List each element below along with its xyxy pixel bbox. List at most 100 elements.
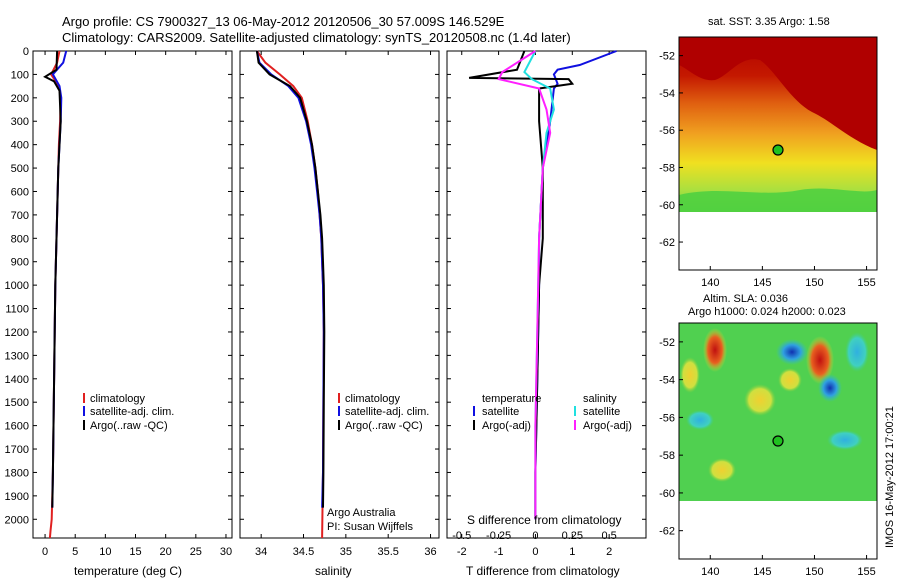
series-line-satellite-adj-clim- <box>255 50 325 508</box>
figure-title-line2: Climatology: CARS2009. Satellite-adjuste… <box>62 30 571 45</box>
x-tick-label: 34.5 <box>293 546 314 558</box>
map-y-tick-label: -62 <box>659 237 675 249</box>
x-tick-label: 35 <box>340 546 352 558</box>
x-tick-label: 0 <box>42 546 48 558</box>
x-tick-label: 10 <box>99 546 111 558</box>
legend-label-climatology: climatology <box>90 393 146 405</box>
top-x-tick-label: -0.25 <box>486 530 511 542</box>
top-x-tick-label: -0.5 <box>452 530 471 542</box>
depth-tick-label: 400 <box>11 140 29 152</box>
depth-tick-label: 1200 <box>5 327 29 339</box>
difference-plot: -2 -1 0 1 2 -0.5 -0.25 0 0.25 0.5 <box>452 50 617 558</box>
depth-tick-label: 1400 <box>5 374 29 386</box>
legend-label-argo: Argo(..raw -QC) <box>90 420 168 432</box>
map-x-tick-label: 150 <box>805 277 823 289</box>
depth-tick-label: 500 <box>11 163 29 175</box>
depth-tick-label: 1500 <box>5 397 29 409</box>
legend-label-argo: Argo(..raw -QC) <box>345 420 423 432</box>
legend-label-sal-argo: Argo(-adj) <box>583 420 632 432</box>
sla-cold-eddy <box>776 339 808 365</box>
x-tick-label: -1 <box>494 546 504 558</box>
depth-tick-label: 100 <box>11 69 29 81</box>
sst-cold-fringe <box>679 188 877 212</box>
depth-tick-label: 2000 <box>5 514 29 526</box>
legend-label-sal-satellite: satellite <box>583 406 620 418</box>
legend-label-temp-satellite: satellite <box>482 406 519 418</box>
series-line-temperature-argo-adj- <box>468 50 575 520</box>
legend-label-satellite: satellite-adj. clim. <box>90 406 174 418</box>
sla-map-title-line1: Altim. SLA: 0.036 <box>703 293 788 305</box>
salinity-panel-frame <box>239 50 440 539</box>
x-tick-label: 36 <box>424 546 436 558</box>
sla-map <box>678 322 878 560</box>
x-tick-label: 15 <box>129 546 141 558</box>
annotation-argo-australia: Argo Australia <box>327 507 396 519</box>
map-x-tick-label: 150 <box>805 566 823 578</box>
depth-axis: 0 100 200 300 400 500 600 700 800 900 1000 1100 1200… <box>5 46 646 526</box>
sst-map-axes: 140 145 150 155 -52 -54 -56 -58 -60 -62 <box>659 51 876 289</box>
x-tick-label: 1 <box>569 546 575 558</box>
x-tick-label: 0 <box>532 546 538 558</box>
depth-tick-label: 1000 <box>5 280 29 292</box>
sla-cold-eddy <box>827 430 863 450</box>
legend-label-climatology: climatology <box>345 393 401 405</box>
top-x-tick-label: 0.5 <box>601 530 616 542</box>
series-line-salinity-argo-adj- <box>497 50 552 520</box>
legend-label-satellite: satellite-adj. clim. <box>345 406 429 418</box>
sst-map-title: sat. SST: 3.35 Argo: 1.58 <box>708 16 830 28</box>
x-tick-label: 5 <box>72 546 78 558</box>
top-x-tick-label: 0.25 <box>562 530 583 542</box>
argo-position-marker <box>772 144 784 156</box>
depth-tick-label: 900 <box>11 257 29 269</box>
map-x-tick-label: 140 <box>701 566 719 578</box>
depth-tick-label: 800 <box>11 233 29 245</box>
series-line-argo-raw-qc- <box>255 50 326 508</box>
x-tick-label: -2 <box>457 546 467 558</box>
depth-tick-label: 1800 <box>5 467 29 479</box>
sla-warm-eddy <box>744 384 776 416</box>
annotation-pi-name: PI: Susan Wijffels <box>327 521 413 533</box>
difference-panel-frame <box>446 50 647 539</box>
depth-tick-label: 1300 <box>5 350 29 362</box>
figure-title-line1: Argo profile: CS 7900327_13 06-May-2012 … <box>62 14 505 29</box>
map-x-tick-label: 145 <box>753 566 771 578</box>
sst-map-frame <box>678 36 878 271</box>
x-tick-label: 25 <box>190 546 202 558</box>
x-tick-label: 34 <box>255 546 267 558</box>
depth-tick-label: 0 <box>23 46 29 58</box>
map-y-tick-label: -60 <box>659 200 675 212</box>
sla-warm-eddy <box>778 368 802 392</box>
map-y-tick-label: -56 <box>659 412 675 424</box>
temperature-legend: climatology satellite-adj. clim. Argo(..… <box>83 393 174 432</box>
temperature-xlabel: temperature (deg C) <box>74 564 182 578</box>
x-tick-label: 30 <box>220 546 232 558</box>
depth-tick-label: 1100 <box>5 304 29 316</box>
legend-heading-temperature: temperature <box>482 393 541 405</box>
side-label: IMOS 16-May-2012 17:00:21 <box>884 406 896 548</box>
map-y-tick-label: -54 <box>659 375 675 387</box>
map-x-tick-label: 155 <box>857 566 875 578</box>
sla-warm-eddy <box>806 336 834 384</box>
depth-tick-label: 1600 <box>5 421 29 433</box>
temperature-plot: 0 5 10 15 20 25 30 <box>42 50 232 558</box>
sla-map-frame <box>678 322 878 560</box>
salinity-legend: climatology satellite-adj. clim. Argo(..… <box>338 393 429 432</box>
difference-top-xlabel: S difference from climatology <box>467 513 622 527</box>
map-y-tick-label: -58 <box>659 162 675 174</box>
sla-cold-eddy <box>686 410 714 430</box>
map-y-tick-label: -52 <box>659 51 675 63</box>
x-tick-label: 2 <box>606 546 612 558</box>
series-line-argo-raw-qc- <box>43 50 62 508</box>
difference-xlabel: T difference from climatology <box>466 564 620 578</box>
temperature-panel-frame <box>32 50 233 539</box>
sla-cold-eddy <box>818 374 842 402</box>
salinity-xlabel: salinity <box>315 564 352 578</box>
x-tick-label: 35.5 <box>377 546 398 558</box>
legend-label-temp-argo: Argo(-adj) <box>482 420 531 432</box>
sla-map-title-line2: Argo h1000: 0.024 h2000: 0.023 <box>688 306 846 318</box>
map-y-tick-label: -52 <box>659 337 675 349</box>
map-y-tick-label: -58 <box>659 450 675 462</box>
legend-heading-salinity: salinity <box>583 393 617 405</box>
depth-tick-label: 300 <box>11 116 29 128</box>
map-y-tick-label: -62 <box>659 526 675 538</box>
